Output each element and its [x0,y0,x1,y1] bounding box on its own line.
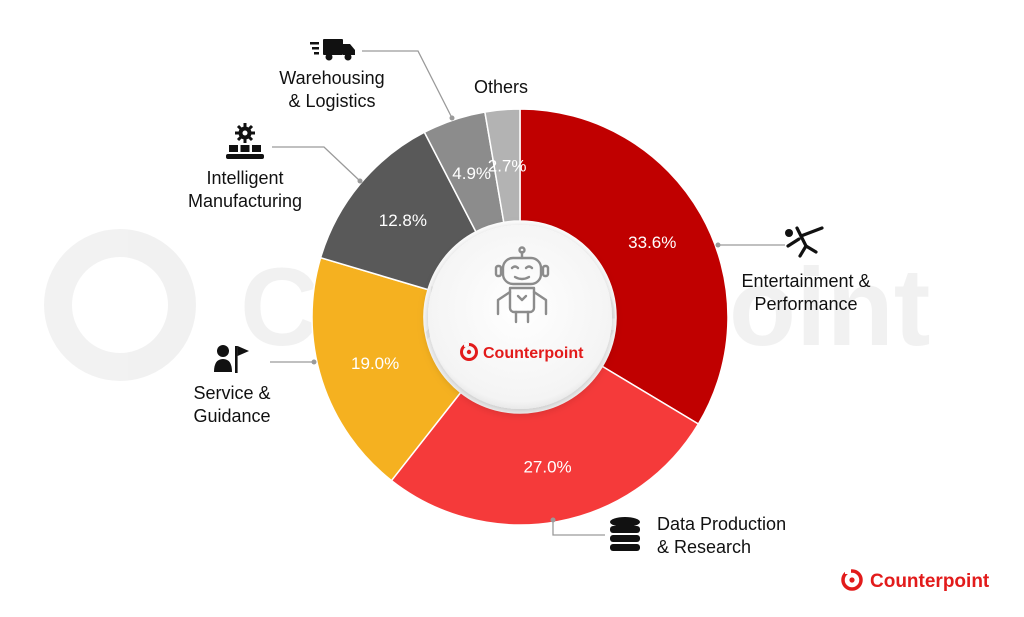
person-flag-icon [214,345,249,373]
center-brand-text: Counterpoint [483,345,584,362]
slice-5 [484,108,521,224]
database-icon [610,517,640,551]
center-hub: Counterpoint [428,225,612,409]
label-warehousing-1: Warehousing [279,68,384,88]
conveyor-gear-icon [226,123,264,159]
slice-value-label-3: 12.8% [379,211,427,230]
label-others: Others [474,77,528,97]
slice-2 [311,256,462,482]
label-manufacturing-1: Intelligent [206,168,283,188]
label-data-1: Data Production [657,514,786,534]
footer-brand-logo: Counterpoint [841,568,990,592]
robot-icon [494,246,550,324]
leader-warehousing [362,50,453,119]
label-service-2: Guidance [193,406,270,426]
hub-disc [428,225,612,409]
category-labels: Entertainment & Performance Data Product… [188,68,871,557]
leader-lines [270,50,785,536]
slice-0 [519,108,729,426]
label-warehousing-2: & Logistics [288,91,375,111]
label-entertainment-1: Entertainment & [741,271,870,291]
kick-figure-icon [785,226,824,258]
slice-1 [390,365,700,526]
label-data-2: & Research [657,537,751,557]
slice-value-label-4: 4.9% [452,164,491,183]
label-entertainment-2: Performance [754,294,857,314]
delivery-truck-icon [310,39,355,61]
slice-value-label-2: 19.0% [351,354,399,373]
center-brand-logo: Counterpoint [460,342,584,362]
leader-manufacturing [272,146,361,182]
slice-value-label-1: 27.0% [523,457,571,476]
slice-labels-group: 33.6% 27.0% 19.0% 12.8% 4.9%2.7% [351,157,676,477]
leader-data [552,520,605,536]
label-manufacturing-2: Manufacturing [188,191,302,211]
slice-value-label-0: 33.6% [628,233,676,252]
label-service-1: Service & [193,383,270,403]
slice-value-label-5: 2.7% [488,157,527,176]
slices-group [311,108,729,526]
footer-brand-text: Counterpoint [870,571,990,592]
